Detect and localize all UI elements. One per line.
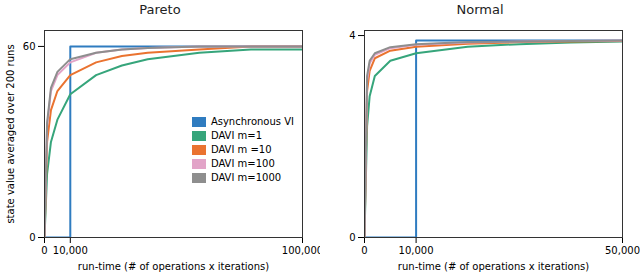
svg-text:60: 60	[23, 41, 36, 52]
svg-text:run-time (# of operations x it: run-time (# of operations x iterations)	[398, 261, 589, 272]
svg-text:100,000: 100,000	[282, 245, 320, 256]
html-text:Normal: Normal	[456, 2, 504, 17]
svg-text:run-time (# of operations x it: run-time (# of operations x iterations)	[78, 261, 269, 272]
svg-text:state value averaged over 200: state value averaged over 200 runs	[5, 44, 16, 223]
svg-text:50,000: 50,000	[605, 245, 640, 256]
html-text:DAVI m=100: DAVI m=100	[210, 157, 275, 169]
svg-text:10,000: 10,000	[53, 245, 88, 256]
svg-text:0: 0	[41, 245, 47, 256]
svg-text:4: 4	[349, 30, 355, 41]
html-text:DAVI m=1000: DAVI m=1000	[210, 171, 282, 183]
html-text:Pareto: Pareto	[139, 2, 181, 17]
svg-text:0: 0	[361, 245, 367, 256]
html-text:DAVI m=1: DAVI m=1	[210, 129, 263, 141]
svg-text:0: 0	[29, 232, 35, 243]
html-text:Asynchronous VI: Asynchronous VI	[210, 115, 294, 127]
html-text:DAVI m =10: DAVI m =10	[210, 143, 272, 155]
svg-text:10,000: 10,000	[399, 245, 434, 256]
svg-text:0: 0	[349, 232, 355, 243]
